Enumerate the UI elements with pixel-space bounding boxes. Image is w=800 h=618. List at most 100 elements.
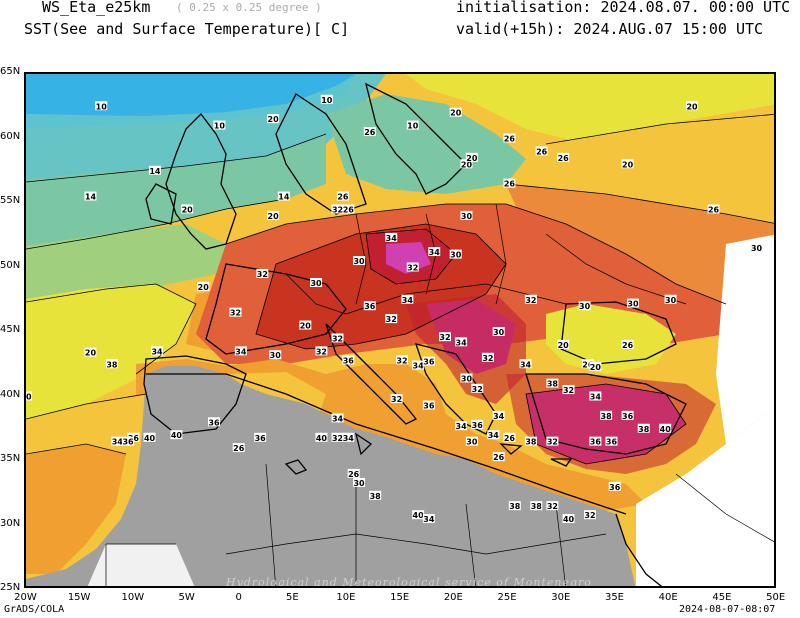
band-0 [26, 74, 356, 129]
land-nodata-south [87, 544, 195, 586]
contour-label-bg [310, 277, 323, 287]
contour-label: 36 [208, 418, 220, 427]
contour-label: 34 [456, 338, 468, 347]
contour-lines [26, 113, 774, 465]
band-32-balkans [406, 294, 526, 404]
band-10 [26, 74, 386, 182]
contour-label: 36 [255, 434, 267, 443]
contour-label: 26 [348, 470, 360, 479]
contour-label: 30 [450, 251, 462, 260]
contour-label: 32 [332, 334, 343, 343]
country-borders [105, 203, 774, 586]
band-14 [26, 134, 326, 249]
contour-label-bg [342, 204, 355, 214]
contour-label-bg [428, 247, 441, 257]
contour-label-bg [492, 452, 505, 462]
contour-label: 38 [509, 502, 521, 511]
sst-map: 10 10 10 20 10 20 26 20 20 26 26 26 20 20 26 26 30 14 14 20… [24, 72, 776, 588]
contour-label: 34 [343, 434, 355, 443]
contour-label: 26 [343, 205, 355, 214]
contour-label: 20 [466, 154, 478, 163]
contour-label: 20 [268, 212, 280, 221]
x-tick-label: 5W [178, 592, 195, 603]
contour-label: 38 [638, 425, 650, 434]
contour-label-bg [503, 432, 516, 442]
band-26-east [506, 184, 774, 324]
contour-label: 36 [343, 356, 355, 365]
contour-label-bg [363, 127, 376, 137]
contour-label-bg [151, 346, 164, 356]
contour-label: 36 [606, 438, 618, 447]
footer-software: GrADS/COLA [4, 604, 65, 615]
contour-label: 30 [627, 300, 639, 309]
contour-label: 26 [708, 205, 720, 214]
contour-label-bg [390, 394, 403, 404]
contour-label: 36 [590, 438, 602, 447]
contour-label-bg [471, 383, 484, 393]
contour-label: 36 [122, 438, 134, 447]
contour-label-bg [342, 355, 355, 365]
contour-label: 34 [151, 347, 163, 356]
contour-label-bg [412, 510, 425, 520]
contour-label: 38 [547, 380, 559, 389]
contour-label-bg [492, 327, 505, 336]
contour-label: 34 [386, 234, 398, 243]
contour-label: 36 [423, 358, 435, 367]
contour-label: 20 [450, 109, 462, 118]
contour-label-bg [26, 391, 32, 401]
contour-label: 34 [493, 412, 505, 421]
contour-label: 38 [370, 492, 382, 501]
x-tick-label: 10E [336, 592, 356, 603]
contour-label-bg [664, 294, 677, 304]
contour-label: 32 [230, 309, 241, 318]
contour-label: 14 [149, 167, 161, 176]
contour-label-bg [578, 301, 591, 311]
contour-label: 20 [85, 349, 97, 358]
contour-label-bg [315, 346, 328, 356]
contour-label: 32 [472, 385, 483, 394]
contour-label-bg [449, 249, 462, 259]
contour-label: 30 [353, 479, 365, 488]
contour-label-bg [637, 423, 650, 433]
band-20-atlantic [26, 284, 196, 419]
contour-label-bg [95, 101, 108, 111]
contour-label: 36 [472, 421, 484, 430]
contour-label-bg [524, 436, 537, 446]
contour-label-bg [342, 432, 355, 442]
contour-label-bg [546, 436, 559, 446]
x-tick-label: 15E [390, 592, 410, 603]
contour-label: 36 [622, 412, 634, 421]
land-arabia [636, 407, 774, 586]
contour-label-bg [465, 152, 478, 162]
contour-label-bg [589, 361, 602, 371]
contour-label-bg [269, 350, 282, 360]
contour-labels: 1010102010202620202626262020262630141420… [26, 94, 763, 524]
contour-label-bg [277, 191, 290, 201]
contour-label: 26 [337, 193, 349, 202]
contour-label-bg [353, 256, 366, 266]
contour-label-bg [584, 510, 596, 520]
contour-label: 34 [112, 438, 124, 447]
band-34-anatolia [506, 374, 716, 474]
contour-label: 32 [396, 356, 407, 365]
contour-label: 10 [407, 122, 419, 131]
contour-label-bg [299, 320, 312, 330]
y-tick-label: 30N [0, 517, 21, 529]
contour-label: 26 [504, 135, 516, 144]
contour-label-bg [181, 204, 194, 214]
contour-label: 30 [665, 296, 677, 305]
contour-label: 34 [332, 414, 344, 423]
land-africa [26, 366, 636, 586]
contour-label-bg [492, 410, 505, 420]
contour-label: 32 [316, 347, 327, 356]
contour-label: 30 [751, 244, 763, 253]
contour-label-bg [422, 356, 435, 366]
band-20-baltic [326, 94, 526, 194]
y-tick-label: 50N [0, 259, 21, 271]
contour-label-bg [460, 210, 473, 220]
contour-label-bg [363, 301, 376, 311]
contour-label-bg [535, 146, 548, 156]
contour-label: 40 [563, 515, 575, 524]
x-tick-label: 20W [14, 592, 37, 603]
contour-label: 20 [686, 102, 698, 111]
